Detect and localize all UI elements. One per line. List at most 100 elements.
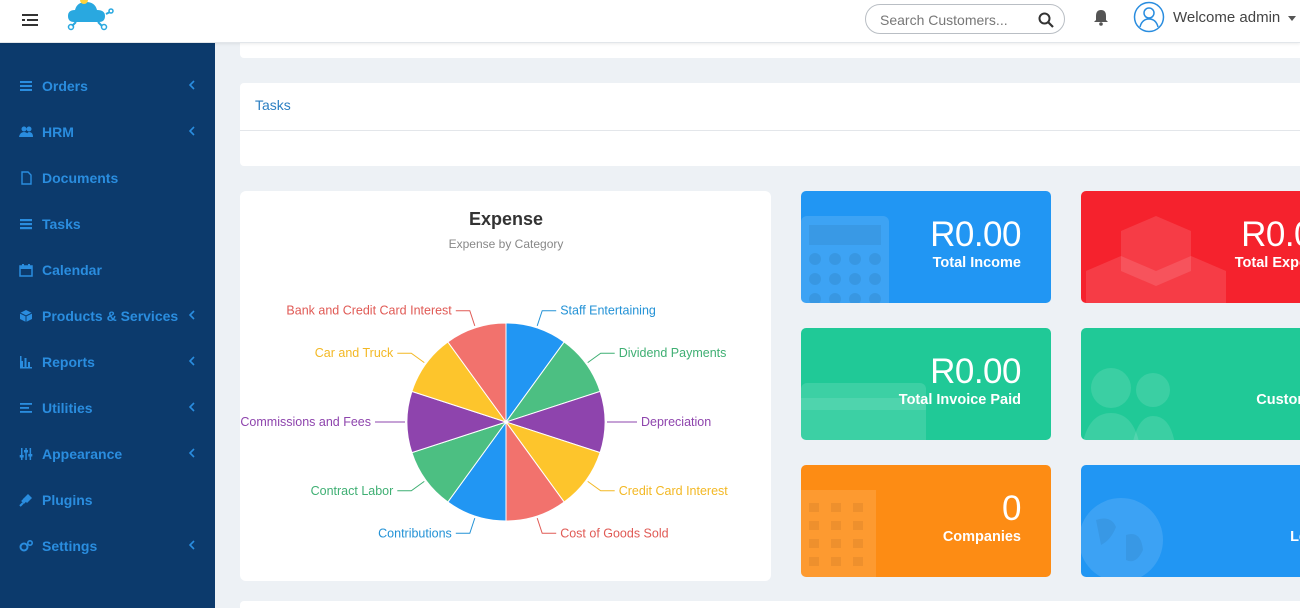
tasks-panel: Tasks bbox=[240, 83, 1300, 166]
sidebar-item-hrm[interactable]: HRM bbox=[0, 109, 215, 155]
pie-slice-label: Credit Card Interest bbox=[619, 484, 729, 498]
pie-slice-label: Car and Truck bbox=[315, 346, 394, 360]
bottom-panel bbox=[240, 601, 1300, 608]
divider bbox=[240, 130, 1300, 131]
orders-icon bbox=[20, 81, 32, 91]
sidebar-item-appearance[interactable]: Appearance bbox=[0, 431, 215, 477]
chart-subtitle: Expense by Category bbox=[449, 237, 564, 251]
sidebar-item-label: Utilities bbox=[42, 400, 93, 416]
pie-label-connector bbox=[536, 517, 557, 534]
sidebar-item-documents[interactable]: Documents bbox=[0, 155, 215, 201]
sidebar-item-products-services[interactable]: Products & Services bbox=[0, 293, 215, 339]
user-avatar-icon[interactable] bbox=[1133, 1, 1165, 33]
welcome-text[interactable]: Welcome admin bbox=[1173, 9, 1281, 26]
chevron-left-icon bbox=[188, 310, 195, 320]
pie-slice-label: Commissions and Fees bbox=[240, 415, 371, 429]
menu-icon[interactable] bbox=[22, 13, 38, 27]
sidebar-item-label: Reports bbox=[42, 354, 95, 370]
stat-value: R0.00 bbox=[930, 215, 1021, 254]
sidebar-item-label: Plugins bbox=[42, 492, 93, 508]
pie-slice[interactable] bbox=[447, 322, 507, 424]
building-icon bbox=[801, 490, 876, 577]
stat-label: Total Expense bbox=[1234, 255, 1300, 271]
users-icon bbox=[19, 126, 33, 137]
boxes-icon bbox=[1086, 216, 1226, 303]
search-icon[interactable] bbox=[1038, 12, 1054, 28]
sidebar-item-label: Calendar bbox=[42, 262, 102, 278]
bar-chart-icon bbox=[20, 356, 32, 369]
sidebar-item-label: Settings bbox=[42, 538, 98, 554]
sidebar-item-label: Orders bbox=[42, 78, 88, 94]
tasks-icon bbox=[20, 219, 32, 230]
stat-label: Total Invoice Paid bbox=[898, 392, 1021, 408]
calculator-icon bbox=[801, 216, 889, 303]
caret-down-icon[interactable] bbox=[1288, 16, 1296, 21]
pie-label-connector bbox=[536, 310, 557, 327]
expense-chart-card: Expense Expense by Category Staff Entertai… bbox=[240, 191, 771, 581]
sidebar-item-reports[interactable]: Reports bbox=[0, 339, 215, 385]
chevron-left-icon bbox=[188, 126, 195, 136]
sidebar-item-label: HRM bbox=[42, 124, 74, 140]
pie-slice-label: Cost of Goods Sold bbox=[560, 526, 668, 540]
pie-slice-label: Bank and Credit Card Interest bbox=[286, 304, 452, 318]
tasks-panel-title[interactable]: Tasks bbox=[255, 97, 291, 113]
sidebar-item-plugins[interactable]: Plugins bbox=[0, 477, 215, 523]
expense-pie-chart: Expense Expense by Category Staff Entertai… bbox=[240, 209, 729, 540]
cube-icon bbox=[19, 310, 33, 322]
chevron-left-icon bbox=[188, 402, 195, 412]
pie-label-connector bbox=[455, 310, 476, 327]
pie-slice-label: Dividend Payments bbox=[619, 346, 727, 360]
search-box[interactable] bbox=[865, 4, 1065, 34]
sliders-icon bbox=[19, 448, 33, 460]
pie-label-connector bbox=[455, 517, 476, 534]
pie-label-connector bbox=[587, 352, 615, 364]
stat-value: 0 bbox=[1002, 489, 1021, 528]
sidebar-item-calendar[interactable]: Calendar bbox=[0, 247, 215, 293]
plug-icon bbox=[19, 494, 32, 507]
pie-slice-label: Contract Labor bbox=[311, 484, 394, 498]
file-icon bbox=[21, 171, 32, 185]
pie-label-connector bbox=[397, 352, 425, 364]
stat-label: Total Income bbox=[932, 255, 1021, 271]
pie-label-connector bbox=[397, 480, 425, 492]
bell-icon[interactable] bbox=[1093, 9, 1109, 26]
sidebar-item-orders[interactable]: Orders bbox=[0, 63, 215, 109]
top-bar: Welcome admin bbox=[0, 0, 1300, 43]
chart-title: Expense bbox=[469, 209, 543, 229]
pie-slice-label: Staff Entertaining bbox=[560, 304, 656, 318]
sidebar-item-label: Documents bbox=[42, 170, 119, 186]
pie-slice-label: Contributions bbox=[378, 526, 452, 540]
stat-tile-leads[interactable]: 0Leads bbox=[1081, 465, 1300, 577]
chevron-left-icon bbox=[188, 540, 195, 550]
stat-tile-total-invoice-paid[interactable]: R0.00 Total Invoice Paid bbox=[801, 328, 1051, 440]
users-icon bbox=[1083, 368, 1175, 440]
stat-label: Companies bbox=[942, 529, 1021, 545]
stat-tile-companies[interactable]: 0 Companies bbox=[801, 465, 1051, 577]
sidebar-item-settings[interactable]: Settings bbox=[0, 523, 215, 569]
globe-icon bbox=[1081, 498, 1163, 577]
credit-card-icon bbox=[801, 383, 926, 440]
list-icon bbox=[20, 403, 32, 413]
chevron-left-icon bbox=[188, 356, 195, 366]
stat-label: Customers bbox=[1256, 392, 1300, 408]
sidebar-item-label: Products & Services bbox=[42, 308, 179, 324]
stat-value: R0.00 bbox=[1241, 215, 1300, 254]
calendar-icon bbox=[19, 264, 33, 277]
stat-tile-total-income[interactable]: R0.00 Total Income bbox=[801, 191, 1051, 303]
stat-label: Leads bbox=[1290, 529, 1300, 545]
chevron-left-icon bbox=[188, 448, 195, 458]
gears-icon bbox=[19, 540, 33, 552]
sidebar: Orders HRM Documents Tasks Calendar Products … bbox=[0, 43, 215, 608]
pie-slice-label: Depreciation bbox=[641, 415, 711, 429]
stat-value: R0.00 bbox=[930, 352, 1021, 391]
sidebar-item-tasks[interactable]: Tasks bbox=[0, 201, 215, 247]
sidebar-item-label: Tasks bbox=[42, 216, 81, 232]
cloud-logo[interactable] bbox=[62, 0, 114, 36]
stat-tile-customers[interactable]: 0Customers bbox=[1081, 328, 1300, 440]
chevron-left-icon bbox=[188, 80, 195, 90]
sidebar-item-utilities[interactable]: Utilities bbox=[0, 385, 215, 431]
sidebar-item-label: Appearance bbox=[42, 446, 123, 462]
search-input[interactable] bbox=[880, 11, 1030, 29]
pie-label-connector bbox=[587, 480, 615, 492]
